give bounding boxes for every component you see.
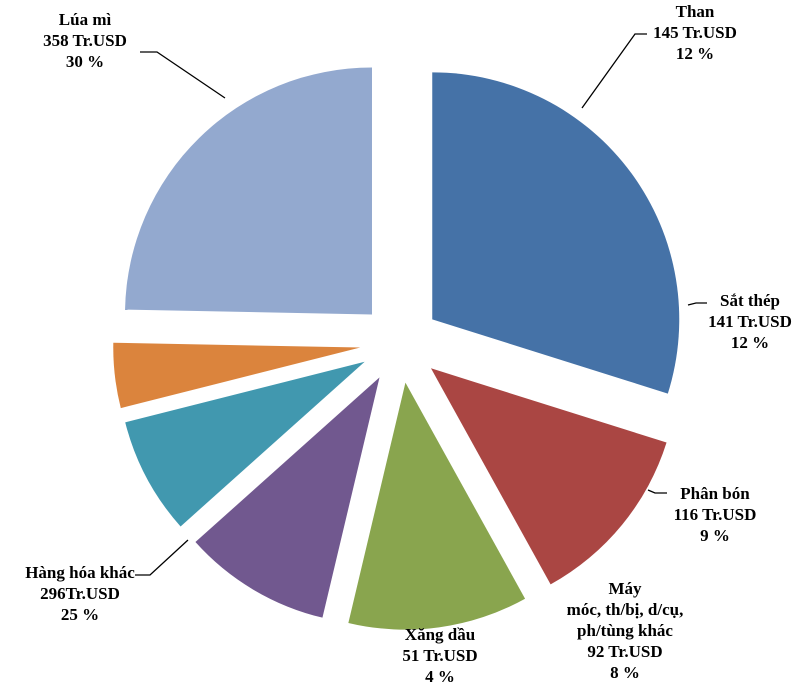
slice-label-line: 51 Tr.USD	[402, 646, 478, 665]
slice-label: Lúa mì 358 Tr.USD 30 %	[20, 9, 150, 72]
slice-label-line: Phân bón	[680, 484, 750, 503]
slice-label-line: 12 %	[675, 44, 715, 63]
pie-slice	[432, 72, 680, 394]
slice-label: Sắt thép 141 Tr.USD 12 %	[690, 290, 803, 353]
leader-line	[687, 302, 707, 306]
leader-line	[647, 489, 667, 494]
pie-slice	[430, 368, 667, 585]
slice-label-line: Máy	[608, 579, 642, 598]
slice-label-line: 116 Tr.USD	[673, 505, 757, 524]
pie-slice	[113, 342, 361, 409]
slice-label-line: 145 Tr.USD	[653, 23, 737, 42]
slice-label-line: Sắt thép	[720, 291, 780, 310]
leader-line	[581, 33, 647, 109]
leader-line	[135, 539, 189, 576]
pie-slice	[195, 377, 380, 618]
slice-label: Hàng hóa khác 296Tr.USD 25 %	[0, 562, 165, 625]
slice-label-line: 92 Tr.USD	[587, 642, 663, 661]
slice-label-line: móc, th/bị, d/cụ,	[566, 600, 684, 619]
leader-line	[140, 51, 226, 99]
slice-label: Phân bón 116 Tr.USD 9 %	[650, 483, 780, 546]
pie-slice	[348, 382, 526, 630]
slice-label-line: 141 Tr.USD	[708, 312, 792, 331]
pie-slice	[125, 361, 365, 527]
slice-label: Xăng dầu 51 Tr.USD 4 %	[370, 624, 510, 687]
slice-label-line: Than	[675, 2, 715, 21]
slice-label-line: ph/tùng khác	[577, 621, 673, 640]
slice-label-line: 296Tr.USD	[40, 584, 120, 603]
slice-label-line: Lúa mì	[58, 10, 112, 29]
slice-label-line: 25 %	[60, 605, 100, 624]
slice-label-line: 4 %	[425, 667, 455, 686]
slice-label-line: Hàng hóa khác	[25, 563, 135, 582]
slice-label-line: 8 %	[610, 663, 640, 682]
slice-label-line: 358 Tr.USD	[43, 31, 127, 50]
pie-slice	[125, 67, 372, 315]
slice-label-line: 9 %	[700, 526, 730, 545]
slice-label: Máy móc, th/bị, d/cụ, ph/tùng khác 92 Tr.US…	[530, 578, 720, 683]
slice-label: Than 145 Tr.USD 12 %	[620, 1, 770, 64]
slice-label-line: Xăng dầu	[404, 625, 476, 644]
slice-label-line: 30 %	[65, 52, 105, 71]
slice-label-line: 12 %	[730, 333, 770, 352]
